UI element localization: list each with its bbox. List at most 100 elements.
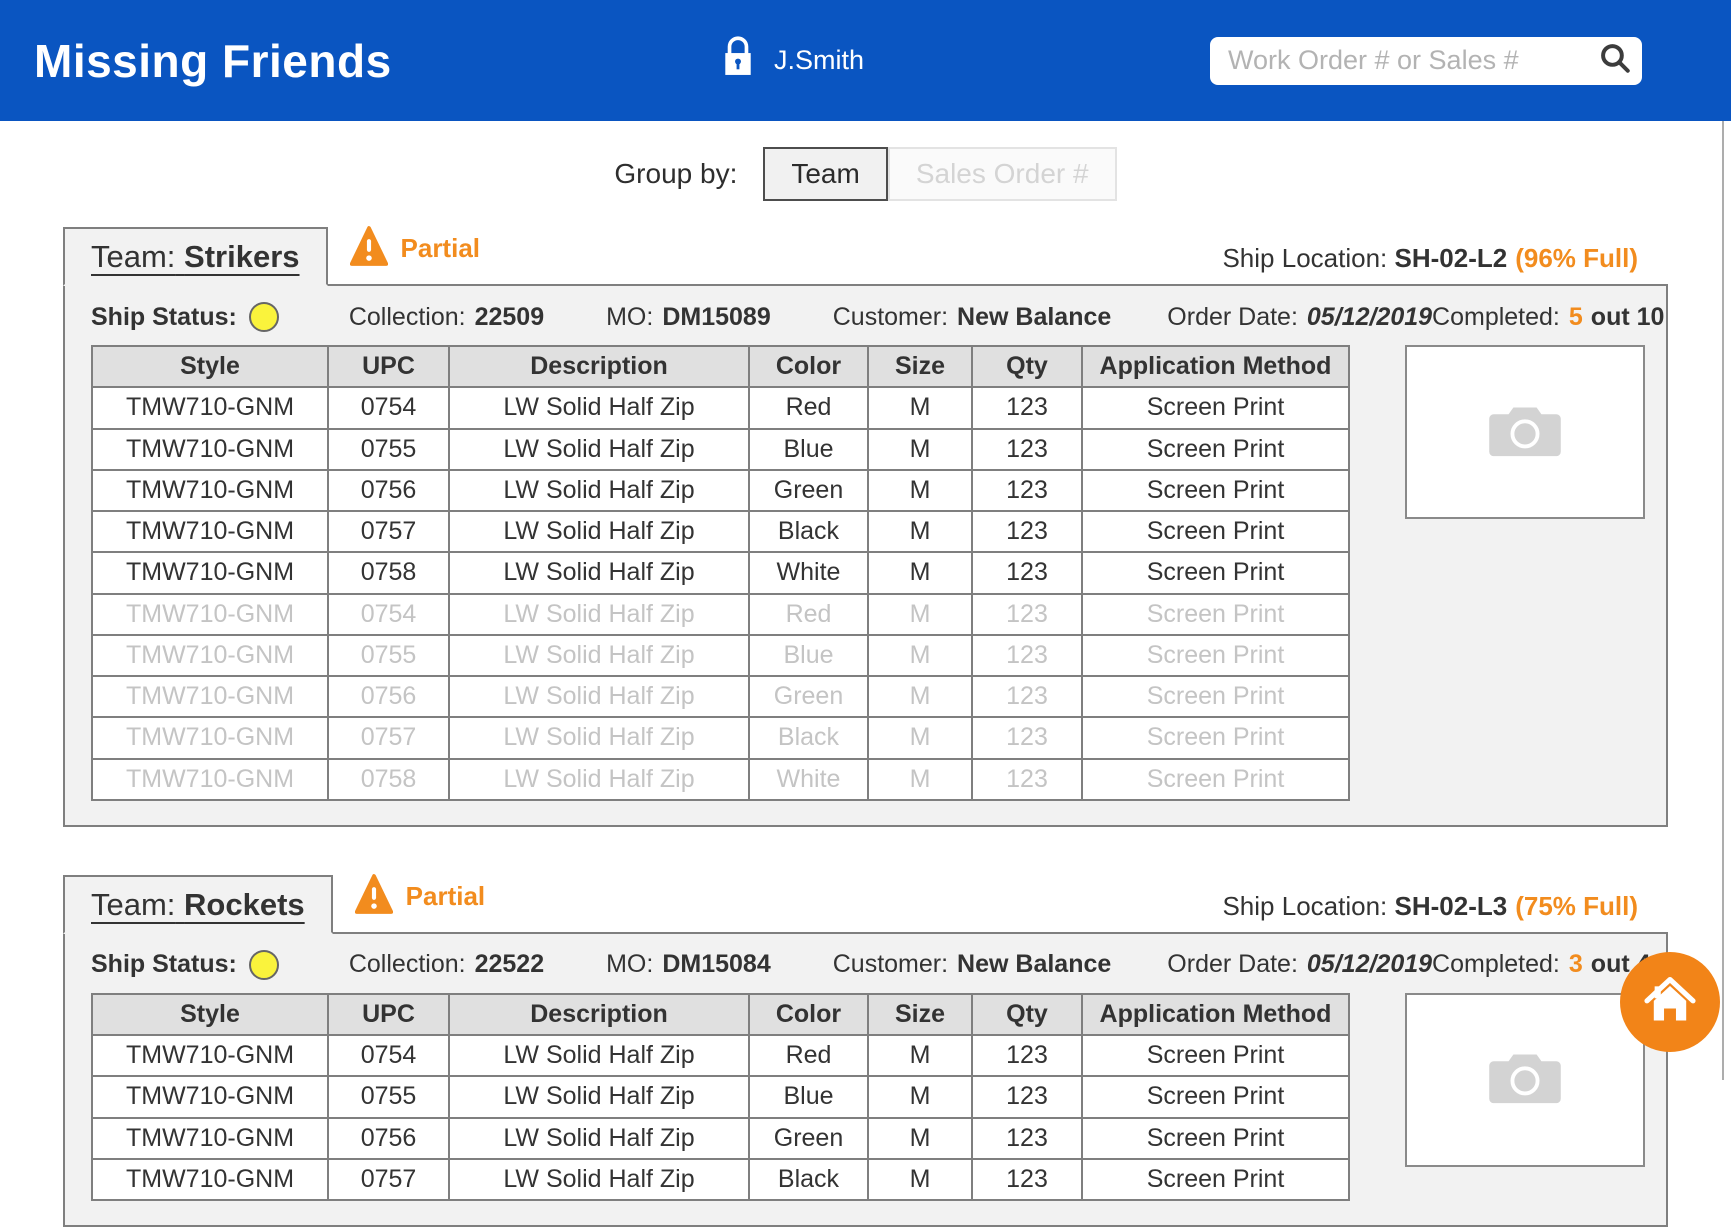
ship-location: Ship Location: SH-02-L2 (96% Full) xyxy=(1222,243,1638,273)
cell-color: Green xyxy=(748,468,869,513)
cell-description: LW Solid Half Zip xyxy=(448,1157,750,1202)
cell-size: M xyxy=(867,1075,973,1119)
cell-style: TMW710-GNM xyxy=(91,757,329,801)
table-row: TMW710-GNM 0755 LW Solid Half Zip Blue M 123 S… xyxy=(91,633,1350,678)
cell-description: LW Solid Half Zip xyxy=(448,757,750,801)
cell-size: M xyxy=(867,551,973,595)
cell-style: TMW710-GNM xyxy=(91,674,329,719)
cell-color: Red xyxy=(748,1033,869,1078)
table-row: TMW710-GNM 0757 LW Solid Half Zip Black M 123… xyxy=(91,1157,1350,1202)
cell-method: Screen Print xyxy=(1081,551,1350,595)
cell-description: LW Solid Half Zip xyxy=(448,468,750,513)
cell-upc: 0756 xyxy=(327,468,450,513)
cell-qty: 123 xyxy=(971,716,1083,760)
partial-label: Partial xyxy=(405,880,486,911)
column-header: UPC xyxy=(327,992,450,1037)
table-row: TMW710-GNM 0754 LW Solid Half Zip Red M 123 Sc… xyxy=(91,1033,1350,1078)
team-tab: Team: Strikers xyxy=(63,227,328,286)
column-header: Qty xyxy=(971,992,1083,1037)
cell-color: Blue xyxy=(748,1075,869,1119)
page-title: Missing Friends xyxy=(34,34,392,87)
cell-upc: 0757 xyxy=(327,716,450,760)
cell-qty: 123 xyxy=(971,1075,1083,1119)
cell-size: M xyxy=(867,757,973,801)
column-header: Color xyxy=(748,992,869,1037)
ship-status-indicator xyxy=(248,949,279,980)
group-by-sales-order-button[interactable]: Sales Order # xyxy=(887,147,1117,201)
completed-count: Completed: 3 out 4 xyxy=(1432,950,1651,979)
cell-description: LW Solid Half Zip xyxy=(448,1116,750,1160)
table-header-row: Style UPC Description Color Size Qty Applicati… xyxy=(91,992,1350,1037)
table-row: TMW710-GNM 0758 LW Solid Half Zip White M 123… xyxy=(91,551,1350,595)
cell-description: LW Solid Half Zip xyxy=(448,509,750,554)
app-header: Missing Friends J.Smith xyxy=(0,0,1731,121)
group-by-bar: Group by: Team Sales Order # xyxy=(0,147,1731,201)
customer: Customer: New Balance xyxy=(832,302,1112,331)
cell-method: Screen Print xyxy=(1081,509,1350,554)
card-body: Ship Status: Collection: 22522 MO: DM15084… xyxy=(63,931,1668,1227)
cell-size: M xyxy=(867,592,973,636)
cell-method: Screen Print xyxy=(1081,386,1350,430)
order-info-row: Ship Status: Collection: 22509 MO: DM15089… xyxy=(91,302,1664,332)
cell-color: White xyxy=(748,551,869,595)
cell-description: LW Solid Half Zip xyxy=(448,633,750,678)
home-button[interactable] xyxy=(1620,952,1720,1052)
cell-size: M xyxy=(867,1116,973,1160)
collection: Collection: 22509 xyxy=(348,302,545,331)
cell-upc: 0756 xyxy=(327,1116,450,1160)
column-header: Color xyxy=(748,344,869,389)
order-items-table: Style UPC Description Color Size Qty Applicati… xyxy=(91,992,1350,1202)
main-content: Team: Strikers Partial Ship Location: SH… xyxy=(0,225,1731,1227)
team-tab-label: Team: Strikers xyxy=(91,239,300,274)
cell-size: M xyxy=(867,1157,973,1202)
cell-qty: 123 xyxy=(971,1157,1083,1202)
cell-color: Red xyxy=(748,592,869,636)
search-input[interactable] xyxy=(1226,44,1598,77)
cell-description: LW Solid Half Zip xyxy=(448,386,750,430)
table-row: TMW710-GNM 0755 LW Solid Half Zip Blue M 123 S… xyxy=(91,1075,1350,1119)
cell-qty: 123 xyxy=(971,1033,1083,1078)
column-header: Style xyxy=(91,344,329,389)
search-box[interactable] xyxy=(1210,36,1642,85)
cell-upc: 0754 xyxy=(327,592,450,636)
cell-style: TMW710-GNM xyxy=(91,716,329,760)
cell-upc: 0754 xyxy=(327,386,450,430)
cell-style: TMW710-GNM xyxy=(91,1157,329,1202)
cell-style: TMW710-GNM xyxy=(91,509,329,554)
column-header: Size xyxy=(867,992,973,1037)
photo-placeholder[interactable] xyxy=(1405,345,1645,519)
cell-method: Screen Print xyxy=(1081,674,1350,719)
cell-method: Screen Print xyxy=(1081,757,1350,801)
team-tab: Team: Rockets xyxy=(63,874,333,934)
cell-size: M xyxy=(867,427,973,471)
scrollbar[interactable] xyxy=(1722,121,1724,1080)
cell-size: M xyxy=(867,509,973,554)
cell-upc: 0755 xyxy=(327,633,450,678)
search-icon[interactable] xyxy=(1598,41,1632,80)
cell-style: TMW710-GNM xyxy=(91,592,329,636)
customer: Customer: New Balance xyxy=(832,950,1112,979)
column-header: UPC xyxy=(327,344,450,389)
cell-method: Screen Print xyxy=(1081,1116,1350,1160)
cell-description: LW Solid Half Zip xyxy=(448,716,750,760)
cell-color: Green xyxy=(748,674,869,719)
manufacturing-order: MO: DM15089 xyxy=(606,302,771,331)
cell-description: LW Solid Half Zip xyxy=(448,1033,750,1078)
cell-method: Screen Print xyxy=(1081,633,1350,678)
cell-style: TMW710-GNM xyxy=(91,1075,329,1119)
cell-color: Black xyxy=(748,509,869,554)
cell-upc: 0756 xyxy=(327,674,450,719)
cell-size: M xyxy=(867,1033,973,1078)
cell-style: TMW710-GNM xyxy=(91,633,329,678)
cell-upc: 0757 xyxy=(327,1157,450,1202)
cell-style: TMW710-GNM xyxy=(91,551,329,595)
cell-qty: 123 xyxy=(971,633,1083,678)
table-row: TMW710-GNM 0757 LW Solid Half Zip Black M 123… xyxy=(91,509,1350,554)
card-header-row: Team: Rockets Partial Ship Location: SH-… xyxy=(63,873,1668,934)
column-header: Description xyxy=(448,992,750,1037)
order-info-row: Ship Status: Collection: 22522 MO: DM15084… xyxy=(91,949,1651,980)
cell-method: Screen Print xyxy=(1081,1157,1350,1202)
column-header: Style xyxy=(91,992,329,1037)
group-by-team-button[interactable]: Team xyxy=(763,147,888,201)
ship-status: Ship Status: xyxy=(91,949,279,980)
